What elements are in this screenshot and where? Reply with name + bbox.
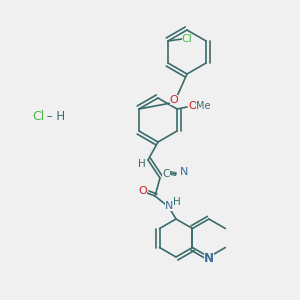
Text: Me: Me xyxy=(196,101,210,111)
Text: H: H xyxy=(173,197,181,207)
Text: O: O xyxy=(139,186,147,196)
Text: Cl: Cl xyxy=(32,110,44,124)
Text: Cl: Cl xyxy=(182,34,192,44)
Text: – H: – H xyxy=(43,110,65,124)
Text: O: O xyxy=(189,101,197,111)
Text: O: O xyxy=(169,95,178,105)
Text: N: N xyxy=(180,167,188,177)
Text: N: N xyxy=(204,253,214,266)
Text: C: C xyxy=(162,169,170,179)
Text: N: N xyxy=(165,201,173,211)
Text: H: H xyxy=(138,159,146,169)
